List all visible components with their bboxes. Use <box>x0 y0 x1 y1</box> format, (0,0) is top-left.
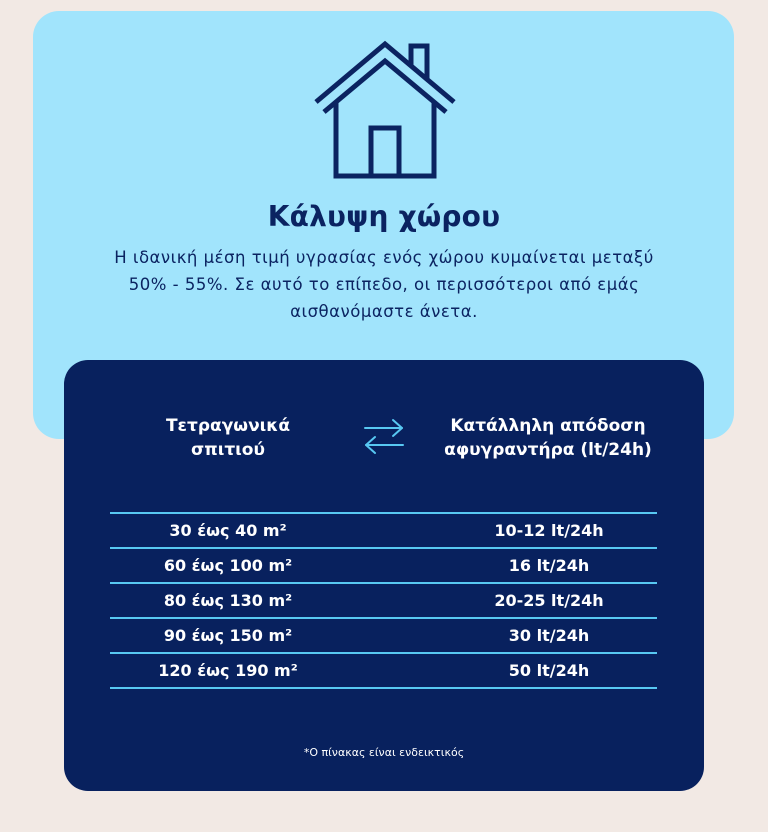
area-cell: 30 έως 40 m² <box>169 521 287 540</box>
house-icon <box>314 40 456 179</box>
table-row: 60 έως 100 m² 16 lt/24h <box>110 549 657 584</box>
section-title: Κάλυψη χώρου <box>267 200 501 233</box>
column-header-area-line: Τετραγωνικά <box>165 416 291 436</box>
area-cell: 120 έως 190 m² <box>158 661 298 680</box>
column-header-area-line: σπιτιού <box>191 440 265 460</box>
swap-arrows-icon <box>364 419 404 454</box>
rate-cell: 30 lt/24h <box>508 626 590 645</box>
description-line: Η ιδανική μέση τιμή υγρασίας ενός χώρου … <box>114 248 654 267</box>
column-header-rate-line: αφυγραντήρα (lt/24h) <box>444 440 652 460</box>
column-header-rate: Κατάλληλη απόδοση αφυγραντήρα (lt/24h) <box>414 414 682 462</box>
area-cell: 90 έως 150 m² <box>163 626 293 645</box>
table-row: 30 έως 40 m² 10-12 lt/24h <box>110 514 657 549</box>
description-line: 50% - 55%. Σε αυτό το επίπεδο, οι περισσ… <box>128 275 640 294</box>
table-row: 120 έως 190 m² 50 lt/24h <box>110 654 657 689</box>
coverage-table: 30 έως 40 m² 10-12 lt/24h 60 έως 100 m² … <box>110 512 657 689</box>
column-header-area: Τετραγωνικά σπιτιού <box>138 414 318 462</box>
area-cell: 80 έως 130 m² <box>163 591 293 610</box>
description-line: αισθανόμαστε άνετα. <box>290 302 478 321</box>
coverage-table-panel <box>64 360 704 791</box>
area-cell: 60 έως 100 m² <box>163 556 293 575</box>
column-header-rate-line: Κατάλληλη απόδοση <box>450 416 646 436</box>
section-description: Η ιδανική μέση τιμή υγρασίας ενός χώρου … <box>84 244 684 325</box>
rate-cell: 16 lt/24h <box>508 556 590 575</box>
table-row: 80 έως 130 m² 20-25 lt/24h <box>110 584 657 619</box>
rate-cell: 20-25 lt/24h <box>494 591 604 610</box>
rate-cell: 10-12 lt/24h <box>494 521 604 540</box>
rate-cell: 50 lt/24h <box>508 661 590 680</box>
table-row: 90 έως 150 m² 30 lt/24h <box>110 619 657 654</box>
table-footnote: *Ο πίνακας είναι ενδεικτικός <box>303 746 465 759</box>
